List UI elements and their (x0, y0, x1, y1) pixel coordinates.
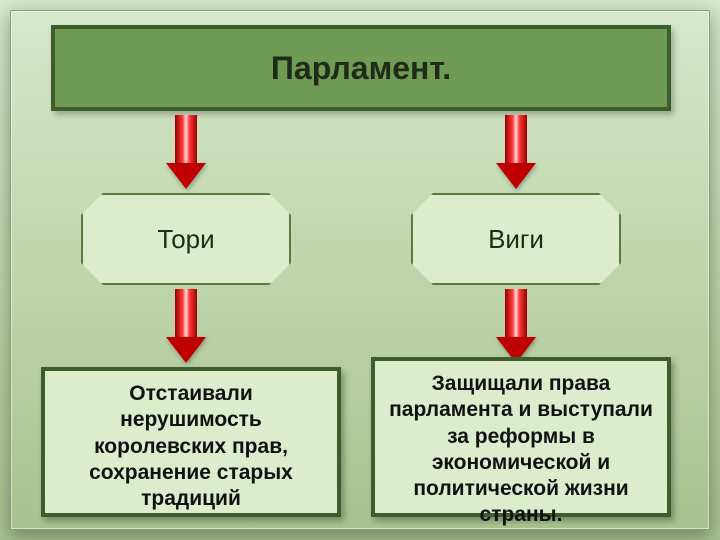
arrow-down-icon (496, 115, 536, 189)
arrow-down-icon (166, 115, 206, 189)
desc-whig: Защищали права парламента и выступали за… (371, 357, 671, 517)
desc-tory-text: Отстаивали нерушимость королевских прав,… (89, 382, 293, 510)
slide-panel: Парламент. Тори Виги Отстаивали нерушимо… (10, 10, 710, 530)
title-text: Парламент. (271, 50, 451, 87)
desc-tory: Отстаивали нерушимость королевских прав,… (41, 367, 341, 517)
arrow-down-icon (166, 289, 206, 363)
node-whig: Виги (411, 193, 621, 285)
slide-stage: Парламент. Тори Виги Отстаивали нерушимо… (0, 0, 720, 540)
node-whig-label: Виги (488, 224, 544, 255)
title-box: Парламент. (51, 25, 671, 111)
node-tory-label: Тори (157, 224, 214, 255)
node-tory: Тори (81, 193, 291, 285)
arrow-down-icon (496, 289, 536, 363)
desc-whig-text: Защищали права парламента и выступали за… (389, 372, 653, 526)
